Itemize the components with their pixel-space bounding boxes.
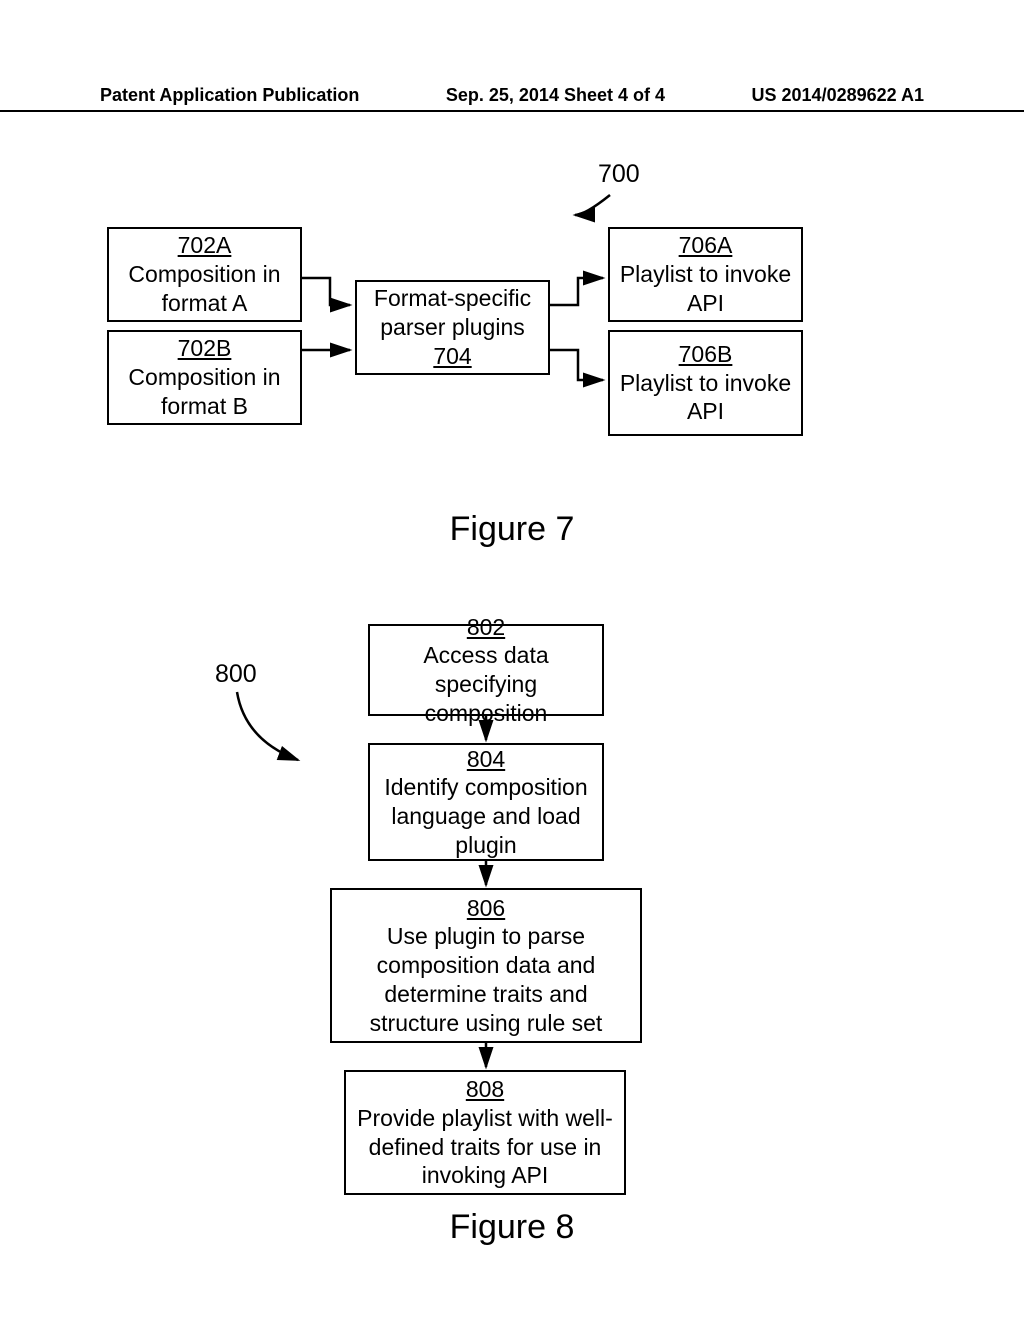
ref-704: 704 <box>433 342 471 371</box>
ref-700: 700 <box>598 160 640 189</box>
figure7-label: Figure 7 <box>0 510 1024 549</box>
ref-804: 804 <box>467 745 505 774</box>
text-804: Identify composition language and load p… <box>378 773 594 859</box>
ref-702a: 702A <box>178 231 232 260</box>
ref-702b: 702B <box>178 334 232 363</box>
text-808: Provide playlist with well-defined trait… <box>354 1104 616 1190</box>
text-702a: Composition in format A <box>117 260 292 318</box>
ref-802: 802 <box>467 613 505 642</box>
header-right: US 2014/0289622 A1 <box>752 85 924 106</box>
box-704: Format-specific parser plugins 704 <box>355 280 550 375</box>
text-702b: Composition in format B <box>117 363 292 421</box>
page-header: Patent Application Publication Sep. 25, … <box>0 85 1024 112</box>
header-left: Patent Application Publication <box>100 85 359 106</box>
ref-800: 800 <box>215 660 257 689</box>
box-702a: 702A Composition in format A <box>107 227 302 322</box>
text-806: Use plugin to parse composition data and… <box>340 922 632 1037</box>
box-706b: 706B Playlist to invoke API <box>608 330 803 436</box>
box-702b: 702B Composition in format B <box>107 330 302 425</box>
box-808: 808 Provide playlist with well-defined t… <box>344 1070 626 1195</box>
box-706a: 706A Playlist to invoke API <box>608 227 803 322</box>
figure8-label: Figure 8 <box>0 1208 1024 1247</box>
text-802: Access data specifying composition <box>378 641 594 727</box>
box-806: 806 Use plugin to parse composition data… <box>330 888 642 1043</box>
ref-706a: 706A <box>679 231 733 260</box>
text-706a: Playlist to invoke API <box>618 260 793 318</box>
text-704-a: Format-specific parser plugins <box>365 284 540 342</box>
ref-706b: 706B <box>679 340 733 369</box>
box-802: 802 Access data specifying composition <box>368 624 604 716</box>
ref-806: 806 <box>467 894 505 923</box>
text-706b: Playlist to invoke API <box>618 369 793 427</box>
ref-808: 808 <box>466 1075 504 1104</box>
header-center: Sep. 25, 2014 Sheet 4 of 4 <box>446 85 665 106</box>
box-804: 804 Identify composition language and lo… <box>368 743 604 861</box>
